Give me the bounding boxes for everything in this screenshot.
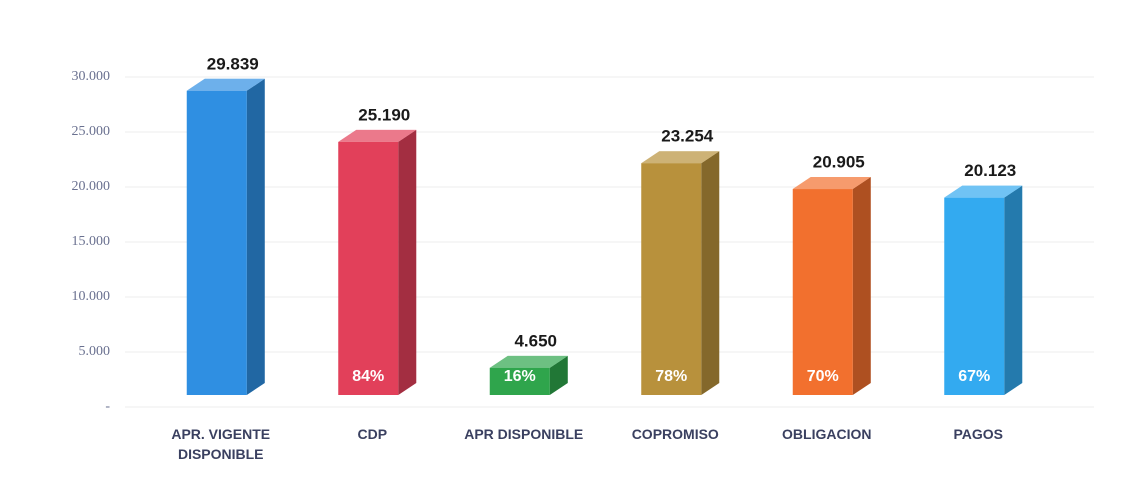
- value-label: 23.254: [661, 127, 714, 146]
- bar-top: [792, 177, 871, 190]
- share-label: 78%: [655, 368, 687, 385]
- bar-top-shade: [186, 78, 265, 91]
- bar-top-shade: [641, 151, 720, 164]
- x-tick-label: PAGOS: [953, 426, 1004, 442]
- bar-top-shade: [944, 185, 1023, 198]
- share-label: 16%: [504, 368, 536, 385]
- bar-top: [186, 78, 265, 91]
- y-tick-label: -: [105, 399, 110, 414]
- x-tick-label: OBLIGACION: [782, 426, 872, 442]
- bar-top: [489, 355, 568, 368]
- bar: [186, 90, 247, 396]
- bar: [338, 141, 399, 395]
- share-label: 67%: [958, 368, 990, 385]
- y-tick-label: 25.000: [72, 124, 111, 139]
- bar-top: [338, 129, 417, 142]
- bar-top-shade: [489, 355, 568, 368]
- x-tick-label: APR DISPONIBLE: [464, 426, 584, 442]
- y-tick-label: 15.000: [72, 234, 111, 249]
- bar-side-shade: [701, 151, 720, 395]
- y-tick-label: 5.000: [79, 344, 111, 359]
- bar-top: [944, 185, 1023, 198]
- bar-top-shade: [792, 177, 871, 190]
- bar-side-shade: [246, 78, 265, 396]
- bar-side-shade: [1004, 185, 1023, 395]
- y-tick-label: 20.000: [72, 179, 111, 194]
- y-tick-label: 30.000: [72, 69, 111, 84]
- bar-top-shade: [338, 129, 417, 142]
- bar: [944, 197, 1005, 395]
- bar-side: [246, 78, 265, 396]
- value-label: 20.905: [813, 153, 865, 172]
- bar-top: [641, 151, 720, 164]
- bar: [489, 367, 550, 395]
- share-label: 70%: [807, 368, 839, 385]
- bar-side: [398, 129, 417, 395]
- value-label: 20.123: [964, 161, 1016, 180]
- share-label: 84%: [352, 368, 384, 385]
- x-tick-label: APR. VIGENTE DISPONIBLE: [171, 426, 271, 462]
- x-tick-label: COPROMISO: [631, 426, 719, 442]
- value-label: 29.839: [207, 54, 259, 73]
- value-label: 4.650: [514, 331, 557, 350]
- bar-side: [1004, 185, 1023, 395]
- bar: [792, 189, 853, 395]
- bar-side: [852, 177, 871, 395]
- bar: [641, 163, 702, 395]
- bar-side-shade: [398, 129, 417, 395]
- y-tick-label: 10.000: [72, 289, 111, 304]
- bar-side: [701, 151, 720, 395]
- bar-side: [549, 355, 568, 395]
- x-tick-label: CDP: [357, 426, 388, 442]
- bar-side-shade: [852, 177, 871, 395]
- bar-side-shade: [549, 355, 568, 395]
- value-label: 25.190: [358, 105, 410, 124]
